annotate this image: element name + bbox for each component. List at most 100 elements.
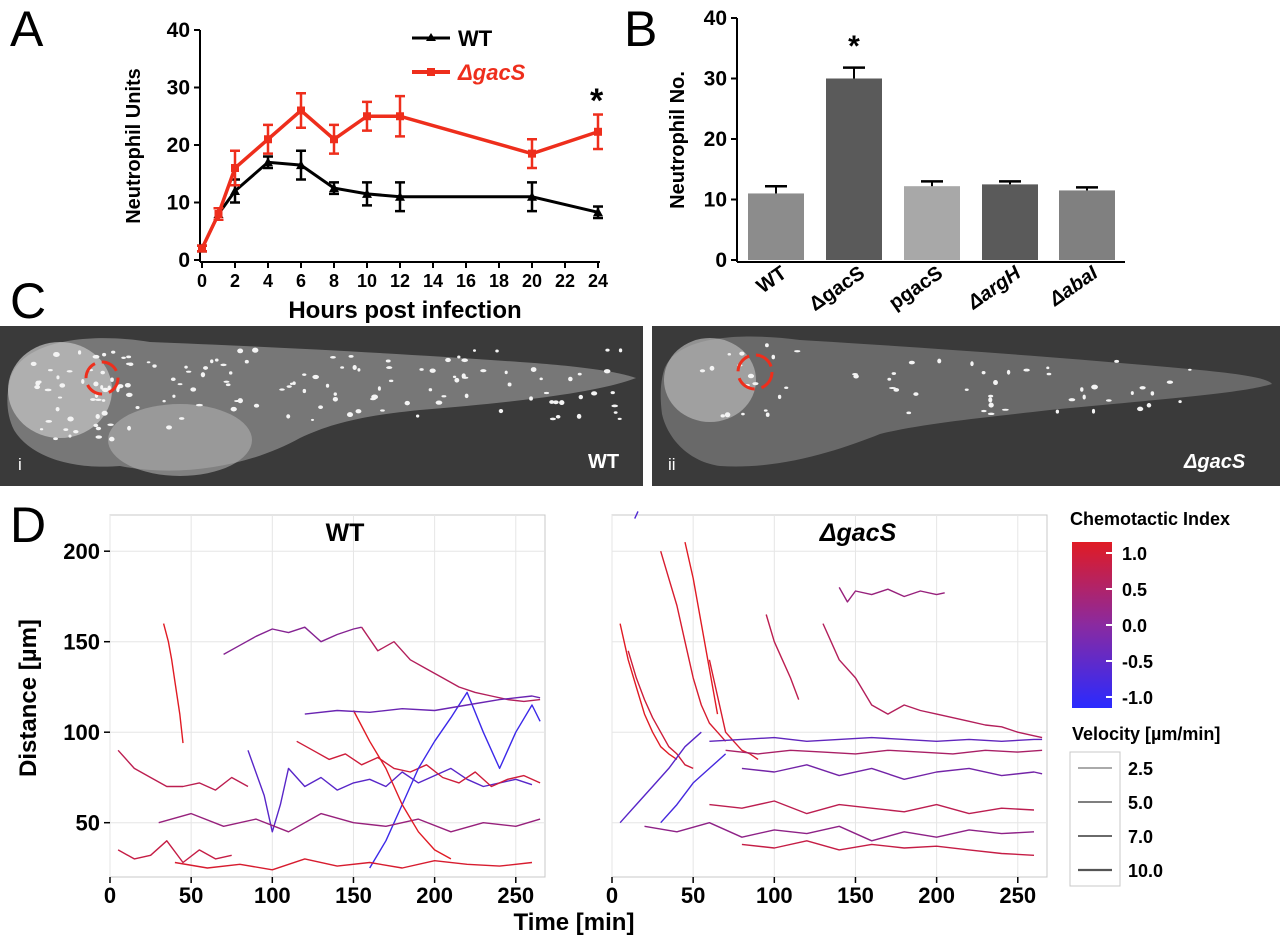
series-gacs-point xyxy=(594,127,602,136)
series-wt-point xyxy=(263,157,273,167)
neutrophil-dot xyxy=(1114,359,1120,363)
neutrophil-dot xyxy=(891,372,897,375)
neutrophil-dot xyxy=(101,410,108,416)
neutrophil-dot xyxy=(937,358,942,364)
neutrophil-dot xyxy=(415,414,420,418)
neutrophil-dot xyxy=(53,437,58,441)
neutrophil-dot xyxy=(355,409,362,414)
neutrophil-dot xyxy=(784,386,789,389)
neutrophil-dot xyxy=(369,397,377,401)
image-gacs: ii ΔgacS xyxy=(652,326,1280,486)
neutrophil-dot xyxy=(230,406,237,412)
neutrophil-dot xyxy=(852,373,858,376)
bar-category-label: pgacS xyxy=(885,262,947,314)
gacs-neutrophil-track xyxy=(838,587,945,603)
neutrophil-dot xyxy=(107,423,114,426)
neutrophil-dot xyxy=(152,364,157,368)
series-wt-point xyxy=(527,191,537,201)
neutrophil-dot xyxy=(530,367,537,373)
neutrophil-dot xyxy=(720,414,725,418)
colorbar-tick-label: 0.0 xyxy=(1122,616,1147,636)
neutrophil-dot xyxy=(292,381,296,385)
neutrophil-dot xyxy=(454,377,460,383)
neutrophil-dot xyxy=(981,370,986,375)
panel-b-y-label: Neutrophil No. xyxy=(667,71,689,209)
panel-d-x-tick-label: 200 xyxy=(918,883,955,908)
neutrophil-dot xyxy=(988,394,994,398)
neutrophil-dot xyxy=(59,383,66,388)
neutrophil-dot xyxy=(223,380,230,383)
image-wt: i WT xyxy=(0,326,643,486)
wt-neutrophil-track xyxy=(162,623,184,744)
neutrophil-dot xyxy=(95,414,100,419)
panel-a-x-tick-label: 8 xyxy=(329,271,339,291)
gacs-neutrophil-track xyxy=(634,511,639,519)
series-wt-point xyxy=(593,207,603,217)
colorbar-title: Chemotactic Index xyxy=(1070,509,1230,529)
neutrophil-dot xyxy=(727,352,732,356)
bar-category-label: WT xyxy=(753,262,791,298)
neutrophil-dot xyxy=(906,411,912,415)
larva-gacs-body xyxy=(660,336,1272,467)
neutrophil-dot xyxy=(67,416,74,422)
panel-b-significance-star: * xyxy=(848,30,860,63)
neutrophil-dot xyxy=(981,409,987,413)
series-wt-line xyxy=(200,160,599,250)
panel-a-y-tick-label: 20 xyxy=(167,134,190,157)
neutrophil-dot xyxy=(739,351,745,356)
series-gacs-point xyxy=(363,112,371,121)
neutrophil-dot xyxy=(1006,369,1011,375)
neutrophil-dot xyxy=(214,358,219,362)
neutrophil-dot xyxy=(591,391,598,396)
gacs-neutrophil-track xyxy=(709,736,1043,742)
neutrophil-dot xyxy=(1137,406,1144,412)
neutrophil-dot xyxy=(357,368,361,372)
neutrophil-dot xyxy=(252,347,259,353)
neutrophil-dot xyxy=(741,412,745,416)
colorbar-tick-label: 0.5 xyxy=(1122,580,1147,600)
series-gacs-point xyxy=(297,106,305,115)
neutrophil-dot xyxy=(539,377,543,381)
gacs-neutrophil-track xyxy=(765,614,800,700)
series-gacs-point xyxy=(214,210,223,218)
neutrophil-dot xyxy=(302,373,307,376)
series-wt-point xyxy=(329,183,339,193)
neutrophil-dot xyxy=(1091,408,1096,414)
neutrophil-dot xyxy=(121,356,126,359)
series-wt-point xyxy=(296,160,306,170)
neutrophil-dot xyxy=(73,430,79,434)
gacs-neutrophil-track xyxy=(708,659,759,760)
neutrophil-dot xyxy=(286,385,292,388)
panel-a-y-tick-label: 0 xyxy=(178,249,190,272)
neutrophil-dot xyxy=(34,385,41,390)
neutrophil-dot xyxy=(380,409,385,412)
panel-b-y-tick-label: 0 xyxy=(715,249,727,272)
neutrophil-dot xyxy=(68,434,72,438)
panel-d-y-tick-label: 50 xyxy=(76,811,100,836)
panel-d-x-tick-label: 50 xyxy=(681,883,705,908)
neutrophil-dot xyxy=(765,412,770,417)
neutrophil-dot xyxy=(461,358,468,363)
neutrophil-dot xyxy=(386,366,393,370)
image-i-label: WT xyxy=(588,451,619,473)
panel-b-y-tick-label: 30 xyxy=(704,68,727,91)
neutrophil-dot xyxy=(543,391,550,395)
colorbar-tick-label: -1.0 xyxy=(1122,688,1153,708)
bar-category-label: ΔabaI xyxy=(1045,262,1103,312)
neutrophil-dot xyxy=(1146,403,1152,408)
panel-label-b: B xyxy=(624,1,657,57)
bar xyxy=(748,193,804,260)
panel-a-y-tick-label: 40 xyxy=(167,19,190,42)
panel-d-x-tick-label: 100 xyxy=(756,883,793,908)
neutrophil-dot xyxy=(578,394,584,400)
neutrophil-dot xyxy=(184,365,188,369)
panel-a-x-tick-label: 0 xyxy=(197,271,207,291)
neutrophil-dot xyxy=(913,392,919,396)
neutrophil-dot xyxy=(44,388,52,392)
neutrophil-dot xyxy=(388,379,394,383)
velocity-legend-label: 2.5 xyxy=(1128,759,1153,779)
velocity-legend-title: Velocity [µm/min] xyxy=(1072,724,1220,744)
neutrophil-dot xyxy=(229,371,233,375)
wt-neutrophil-track xyxy=(304,695,541,715)
panel-a-x-tick-label: 24 xyxy=(588,271,608,291)
